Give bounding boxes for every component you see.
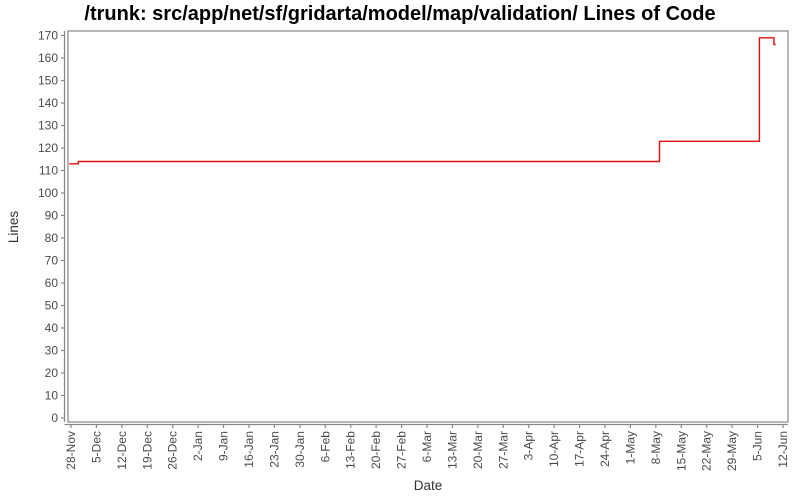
x-axis-tick-label: 5-Dec bbox=[89, 431, 103, 463]
y-axis-tick-label: 80 bbox=[45, 231, 59, 245]
x-axis-tick-label: 8-May bbox=[649, 431, 663, 464]
x-axis-tick-label: 20-Feb bbox=[369, 431, 383, 469]
x-axis-tick-label: 29-May bbox=[725, 431, 739, 471]
x-axis-tick-label: 26-Dec bbox=[166, 431, 180, 470]
y-axis-title: Lines bbox=[6, 211, 21, 244]
y-axis-tick-label: 30 bbox=[45, 344, 59, 358]
y-axis-tick-label: 160 bbox=[38, 51, 58, 65]
y-axis-tick-label: 150 bbox=[38, 74, 58, 88]
x-axis-tick-label: 12-Dec bbox=[115, 431, 129, 470]
x-axis-tick-label: 27-Feb bbox=[395, 431, 409, 469]
y-axis-tick-label: 170 bbox=[38, 29, 58, 43]
x-axis-tick-label: 22-May bbox=[700, 431, 714, 471]
x-axis-tick-label: 3-Apr bbox=[522, 431, 536, 460]
y-axis-tick-label: 90 bbox=[45, 209, 59, 223]
x-axis-tick-label: 6-Feb bbox=[318, 431, 332, 463]
y-axis-tick-label: 120 bbox=[38, 141, 58, 155]
y-axis-tick-label: 110 bbox=[39, 164, 58, 178]
y-axis-tick-label: 10 bbox=[45, 389, 59, 403]
y-axis-tick-label: 20 bbox=[45, 366, 59, 380]
x-axis-title: Date bbox=[414, 478, 443, 493]
x-axis-tick-label: 20-Mar bbox=[471, 431, 485, 469]
x-axis-tick-label: 13-Mar bbox=[445, 431, 459, 469]
x-axis-tick-label: 12-Jun bbox=[776, 431, 790, 468]
chart-title: /trunk: src/app/net/sf/gridarta/model/ma… bbox=[84, 3, 716, 25]
y-axis-tick-label: 50 bbox=[45, 299, 59, 313]
y-axis-tick-label: 140 bbox=[38, 96, 58, 110]
y-axis-tick-label: 100 bbox=[38, 186, 58, 200]
y-axis-tick-label: 130 bbox=[38, 119, 58, 133]
y-axis-tick-label: 0 bbox=[51, 411, 58, 425]
x-axis-tick-label: 1-May bbox=[623, 431, 637, 464]
y-axis-tick-label: 40 bbox=[45, 321, 59, 335]
x-axis-tick-label: 30-Jan bbox=[293, 431, 307, 468]
x-axis-tick-label: 15-May bbox=[674, 431, 688, 471]
x-axis-tick-label: 10-Apr bbox=[547, 431, 561, 467]
loc-series-line bbox=[69, 37, 776, 165]
x-axis-tick-label: 19-Dec bbox=[140, 431, 154, 470]
x-axis-tick-label: 24-Apr bbox=[598, 431, 612, 467]
x-axis-tick-label: 16-Jan bbox=[242, 431, 256, 468]
x-axis-tick-label: 5-Jun bbox=[751, 431, 765, 461]
x-axis-tick-label: 28-Nov bbox=[64, 431, 78, 470]
x-axis-tick-label: 2-Jan bbox=[191, 431, 205, 461]
x-axis-tick-label: 17-Apr bbox=[573, 431, 587, 467]
y-axis-tick-label: 60 bbox=[45, 276, 59, 290]
x-axis-tick-label: 27-Mar bbox=[496, 431, 510, 469]
x-axis-tick-label: 13-Feb bbox=[344, 431, 358, 469]
x-axis-tick-label: 9-Jan bbox=[217, 431, 231, 461]
y-axis-tick-label: 70 bbox=[45, 254, 59, 268]
plot-border bbox=[67, 30, 789, 423]
x-axis-tick-label: 23-Jan bbox=[267, 431, 281, 468]
x-axis-tick-label: 6-Mar bbox=[420, 431, 434, 462]
